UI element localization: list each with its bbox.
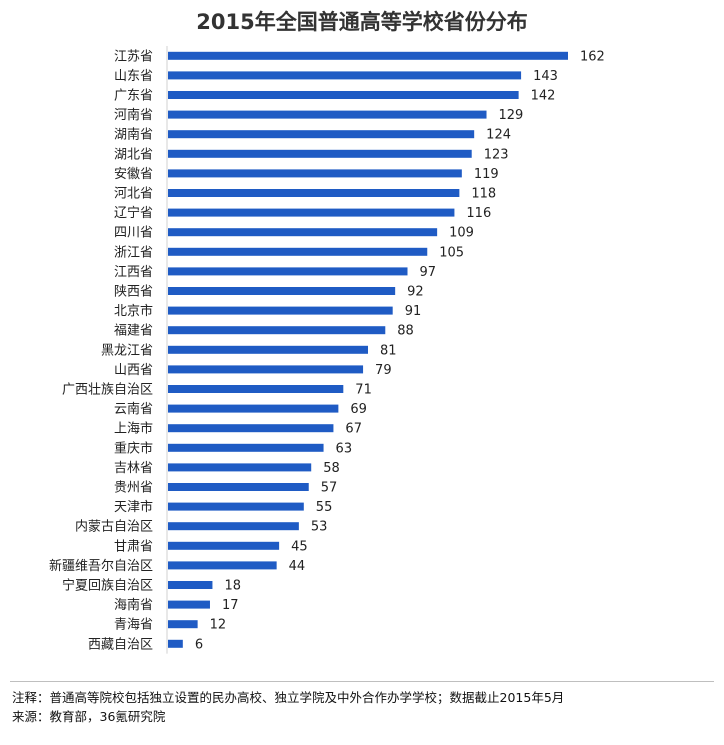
bar (168, 502, 304, 511)
bar (168, 51, 568, 60)
bar (168, 639, 183, 648)
data-label: 105 (439, 245, 464, 260)
data-label: 118 (471, 187, 496, 202)
category-label: 陕西省 (114, 285, 153, 300)
category-label: 河南省 (114, 107, 153, 123)
data-label: 119 (474, 167, 499, 182)
bar (168, 71, 522, 80)
category-label: 重庆市 (114, 440, 153, 456)
data-label: 162 (580, 49, 605, 64)
data-label: 123 (484, 147, 509, 162)
data-label: 116 (466, 206, 491, 221)
category-label: 天津市 (114, 499, 153, 515)
category-label: 青海省 (114, 618, 153, 633)
category-label: 湖南省 (114, 127, 153, 143)
bar (168, 365, 364, 374)
bar (168, 208, 455, 217)
bar (168, 91, 519, 99)
bar (168, 581, 213, 589)
footer-notes: 注释：普通高等院校包括独立设置的民办高校、独立学院及中外合作办学学校；数据截止2… (12, 688, 564, 726)
bar (168, 228, 438, 237)
category-label: 贵州省 (114, 481, 153, 496)
data-label: 81 (380, 343, 397, 358)
category-label: 湖北省 (114, 147, 153, 162)
data-label: 79 (375, 363, 392, 378)
data-label: 53 (311, 520, 328, 535)
category-label: 海南省 (114, 597, 153, 613)
category-label: 辽宁省 (114, 205, 153, 221)
data-label: 55 (316, 500, 333, 515)
bar (168, 620, 198, 629)
source-note: 来源：教育部，36氪研究院 (12, 709, 166, 724)
bar (168, 130, 475, 139)
bar (168, 306, 393, 315)
bar (168, 463, 312, 472)
bar (168, 110, 487, 119)
data-label: 6 (195, 637, 203, 652)
bar (168, 561, 277, 570)
data-label: 97 (420, 265, 437, 280)
data-label: 91 (405, 304, 422, 319)
data-label: 69 (350, 402, 367, 417)
bar-chart: 江苏省 162 山东省 143 广东省 142 河南省 129 湖南省 124 湖北省 123 安徽省 1… (49, 46, 605, 654)
bar (168, 404, 339, 413)
bar (168, 385, 344, 393)
data-label: 129 (499, 108, 524, 123)
bar (168, 326, 386, 335)
category-label: 甘肃省 (114, 539, 153, 554)
bar (168, 424, 334, 433)
category-label: 四川省 (114, 226, 153, 241)
data-label: 71 (355, 383, 372, 398)
data-label: 92 (407, 285, 424, 300)
data-label: 88 (397, 324, 414, 339)
data-label: 143 (533, 69, 558, 84)
bar (168, 267, 408, 276)
bar (168, 169, 462, 178)
category-label: 浙江省 (114, 245, 153, 260)
category-label: 黑龙江省 (101, 343, 153, 358)
chart-title: 2015年全国普通高等学校省份分布 (196, 10, 528, 34)
category-label: 广西壮族自治区 (62, 382, 153, 398)
category-label: 宁夏回族自治区 (62, 578, 153, 594)
footer-divider (10, 681, 714, 682)
data-label: 124 (486, 128, 511, 143)
bar (168, 483, 309, 491)
bar (168, 247, 428, 256)
data-label: 17 (222, 598, 239, 613)
footnote: 注释：普通高等院校包括独立设置的民办高校、独立学院及中外合作办学学校；数据截止2… (12, 690, 565, 705)
category-label: 河北省 (114, 187, 153, 202)
data-label: 57 (321, 481, 338, 496)
category-label: 福建省 (114, 324, 153, 339)
category-label: 山东省 (114, 69, 153, 84)
data-label: 44 (289, 559, 306, 574)
category-label: 安徽省 (114, 167, 153, 182)
bar (168, 287, 396, 295)
category-label: 吉林省 (114, 461, 153, 476)
category-label: 北京市 (114, 303, 153, 319)
category-label: 新疆维吾尔自治区 (49, 558, 153, 574)
data-label: 12 (210, 618, 227, 633)
category-label: 内蒙古自治区 (75, 519, 153, 535)
bar (168, 345, 368, 354)
data-label: 58 (323, 461, 340, 476)
data-label: 142 (531, 89, 556, 104)
bar (168, 541, 280, 550)
data-label: 18 (224, 579, 241, 594)
category-label: 西藏自治区 (88, 637, 153, 652)
bar (168, 522, 299, 531)
category-label: 云南省 (114, 401, 153, 417)
category-label: 山西省 (114, 363, 153, 378)
category-label: 江西省 (114, 265, 153, 280)
bar (168, 189, 460, 197)
category-label: 上海市 (114, 421, 153, 437)
data-label: 45 (291, 539, 308, 554)
data-label: 109 (449, 226, 474, 241)
category-label: 广东省 (114, 89, 153, 104)
bar (168, 600, 210, 609)
category-label: 江苏省 (114, 48, 153, 64)
data-label: 63 (336, 441, 353, 456)
bar (168, 149, 472, 158)
bar (168, 443, 324, 452)
data-label: 67 (345, 422, 362, 437)
